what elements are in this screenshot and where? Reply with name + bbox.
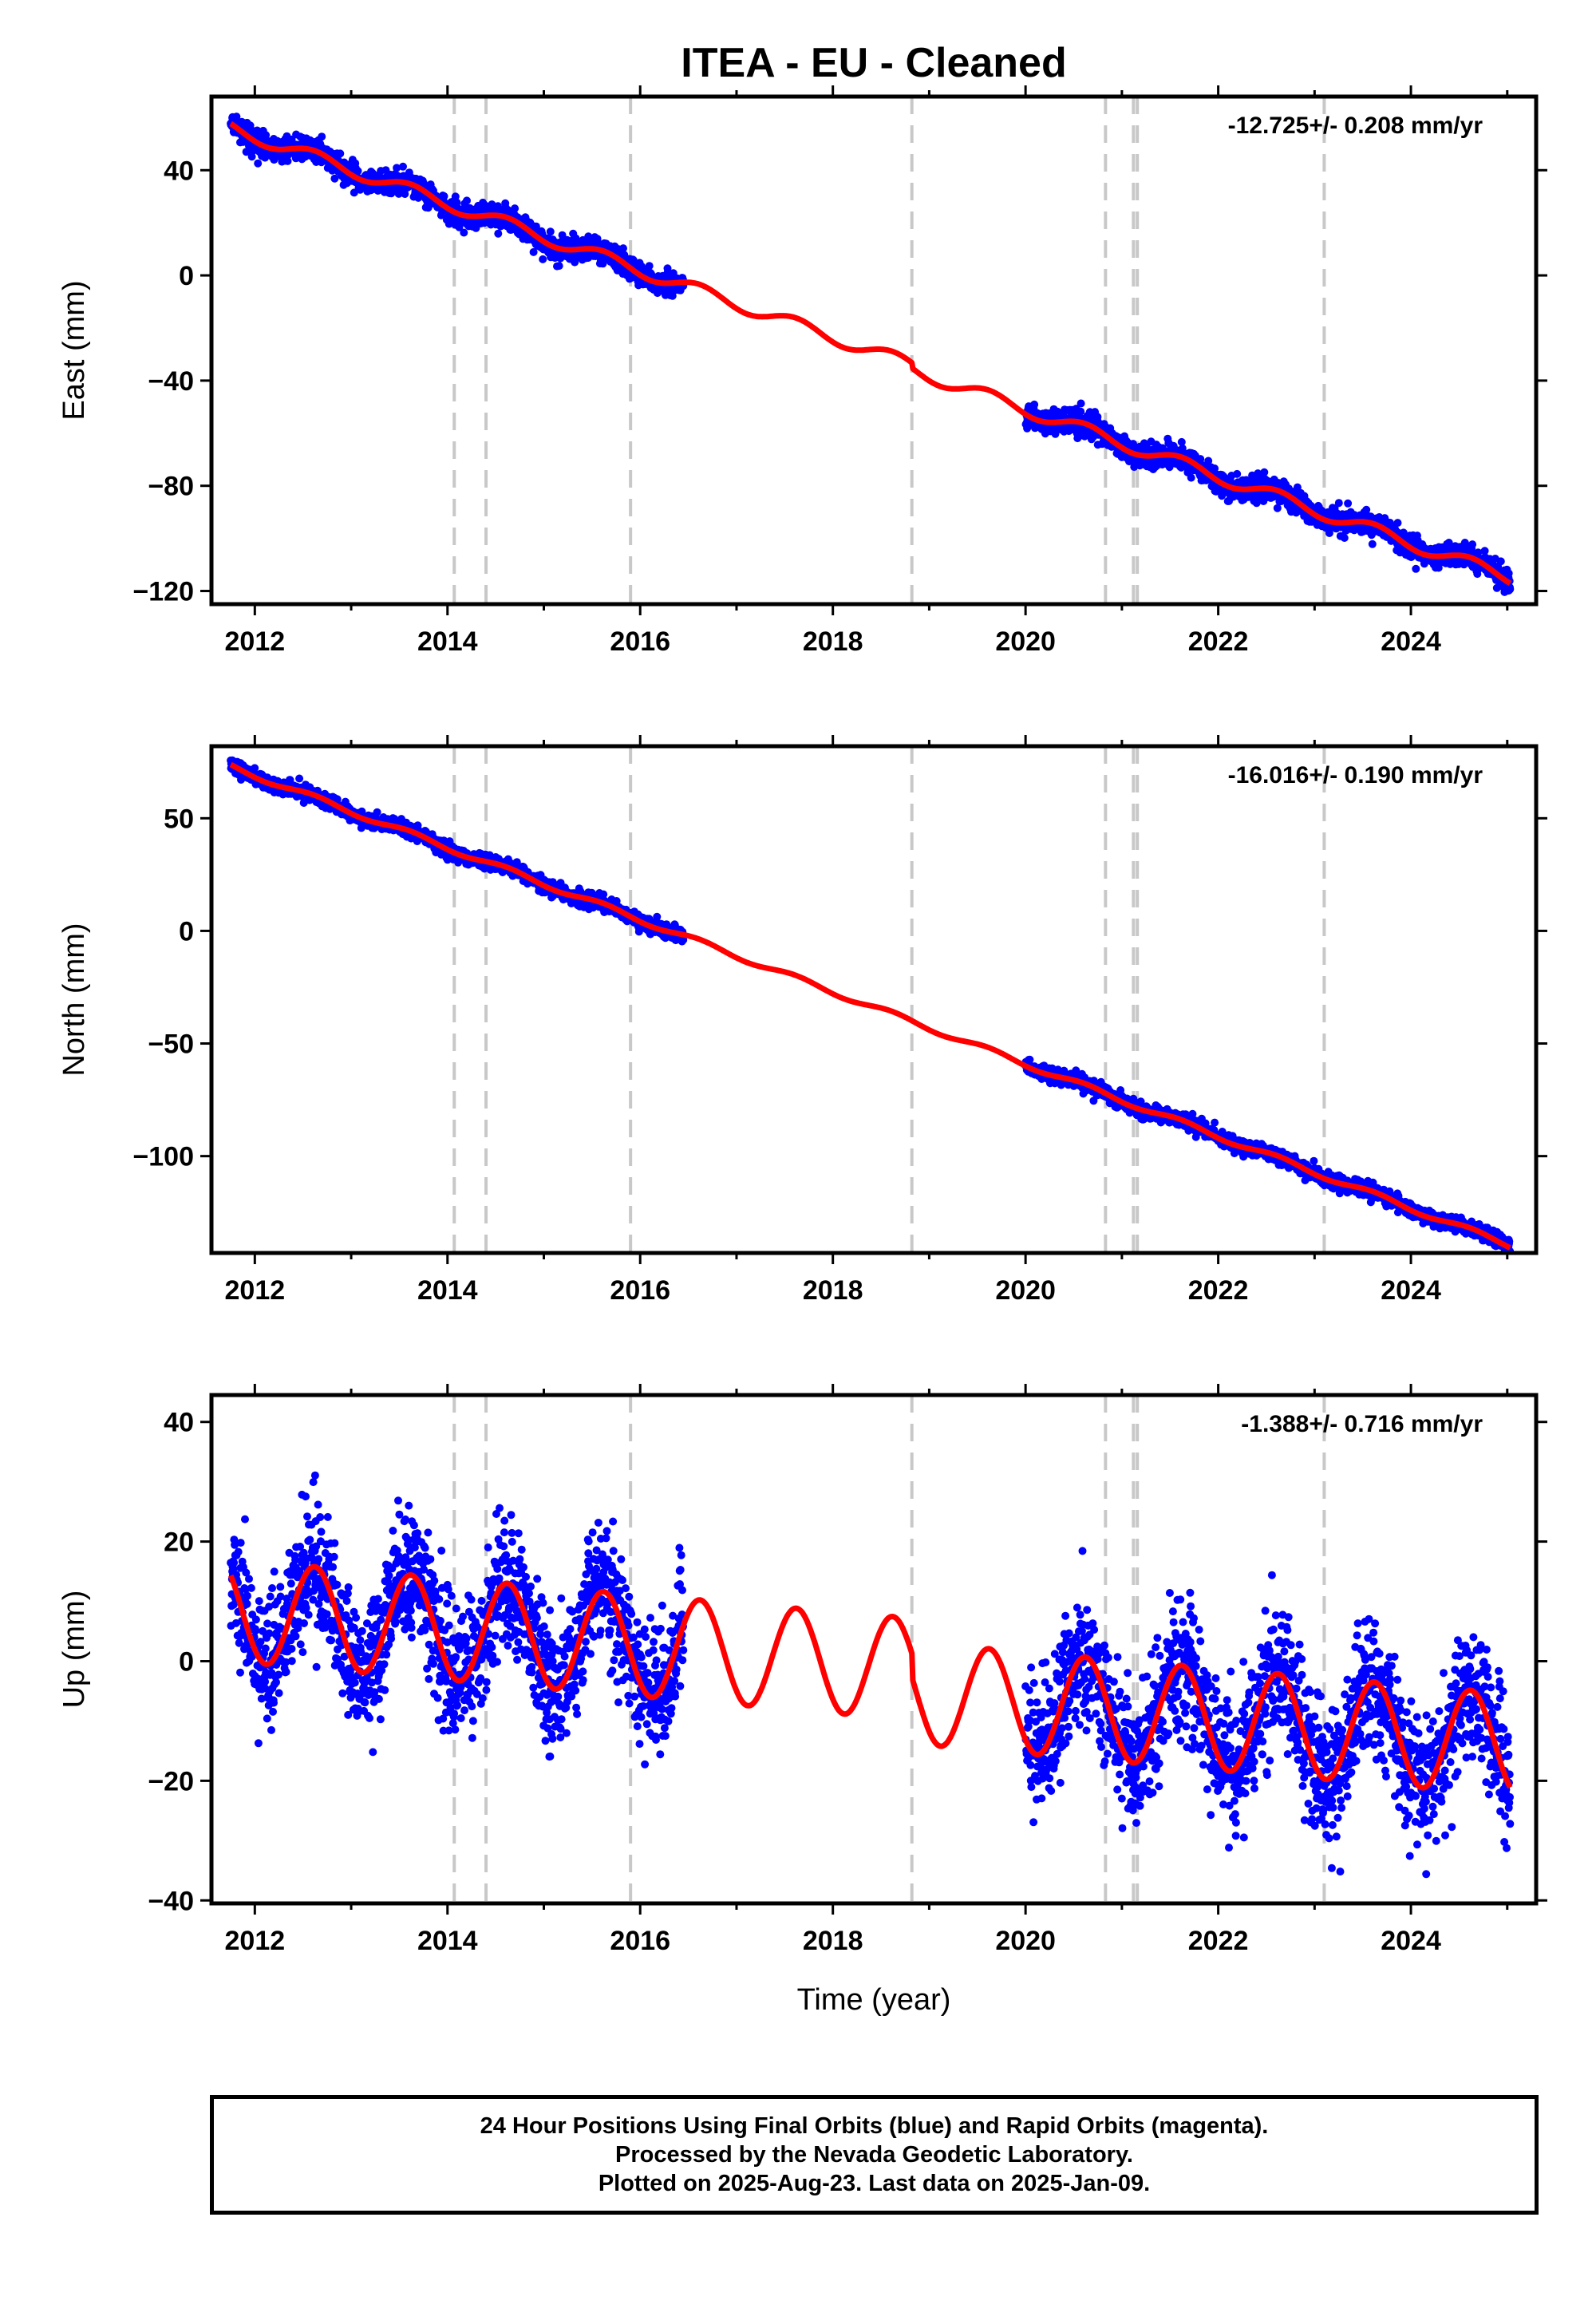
data-point: [529, 247, 538, 256]
data-point: [668, 291, 677, 300]
data-point: [1368, 539, 1377, 548]
data-point: [254, 159, 263, 168]
rate-label: -12.725+/- 0.208 mm/yr: [1228, 113, 1483, 139]
data-point: [399, 162, 407, 171]
y-tick-label: 0: [179, 261, 194, 291]
data-point: [283, 156, 292, 165]
data-point: [262, 131, 271, 140]
y-tick-label: −120: [132, 577, 194, 607]
data-point: [1393, 519, 1402, 528]
data-point: [1340, 534, 1349, 542]
figure-title: ITEA - EU - Cleaned: [681, 40, 1066, 86]
y-tick-label: 40: [164, 156, 194, 186]
model-curve: [228, 121, 1512, 587]
data-point: [494, 229, 503, 238]
data-point: [444, 219, 453, 228]
data-point: [1177, 437, 1186, 446]
data-point: [1506, 585, 1515, 594]
data-point: [593, 235, 602, 243]
data-point: [1211, 464, 1219, 472]
data-point: [1233, 469, 1242, 478]
data-point: [295, 774, 304, 783]
east-panel: 2012 2014 2016 2018 2020 2022 2024 −120 −80 −40 0 4…: [57, 85, 1547, 657]
data-point: [1187, 473, 1195, 482]
data-point: [451, 192, 460, 201]
data-point: [1504, 569, 1513, 578]
y-tick-label: −80: [148, 472, 194, 502]
data-point: [555, 262, 563, 271]
y-axis-label: East (mm): [57, 280, 91, 420]
data-point: [1260, 468, 1269, 476]
data-point: [619, 244, 627, 253]
north-panel: 2012 2014 2016 2018 2020 2022 2024−100−50050No…: [57, 735, 1547, 1306]
data-point: [440, 192, 448, 200]
data-point: [1030, 400, 1039, 409]
data-point: [645, 262, 654, 271]
x-tick-label: 2012: [225, 626, 286, 657]
data-point: [1468, 540, 1477, 549]
x-tick-label: 2014: [417, 626, 478, 657]
x-tick-label: 2020: [995, 626, 1056, 657]
data-point: [1344, 499, 1353, 508]
data-point: [463, 196, 471, 205]
data-point: [354, 167, 362, 176]
data-point: [253, 126, 262, 135]
data-point: [251, 764, 259, 773]
data-point: [336, 149, 345, 158]
data-point: [318, 132, 326, 141]
data-point: [1496, 557, 1505, 566]
data-point: [1334, 499, 1343, 508]
data-point: [511, 204, 519, 213]
data-point: [455, 223, 464, 231]
data-point: [373, 808, 381, 816]
data-point: [1252, 499, 1261, 508]
data-point: [539, 255, 547, 263]
data-point: [1077, 399, 1085, 408]
data-point: [1412, 564, 1420, 573]
data-point: [1273, 504, 1282, 512]
y-tick-label: −40: [148, 366, 194, 397]
data-point: [1077, 407, 1085, 416]
data-point: [460, 228, 468, 237]
x-tick-label: 2016: [610, 626, 670, 657]
x-tick-label: 2022: [1188, 626, 1249, 657]
data-point: [546, 227, 555, 236]
data-point: [393, 164, 401, 172]
x-tick-label: 2018: [803, 626, 863, 657]
data-point: [1204, 456, 1213, 465]
data-point: [330, 174, 339, 183]
x-tick-label: 2024: [1381, 626, 1441, 657]
